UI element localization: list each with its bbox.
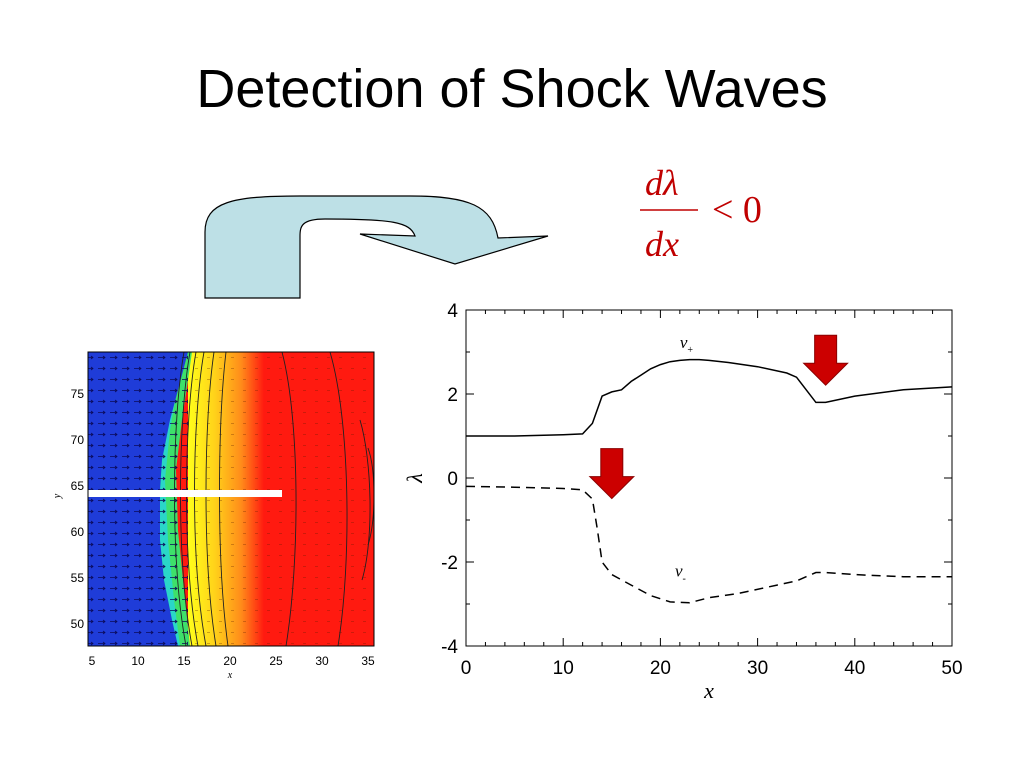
x-tick-label: 50 bbox=[941, 658, 962, 679]
slide-title: Detection of Shock Waves bbox=[196, 59, 828, 119]
chart-x-label: x bbox=[703, 678, 714, 703]
colormap-x-tick: 25 bbox=[269, 654, 283, 668]
velocity-vectors-red bbox=[188, 352, 374, 646]
formula-relation: < 0 bbox=[712, 189, 762, 231]
y-tick-label: 4 bbox=[447, 301, 458, 322]
colormap-y-tick: 60 bbox=[71, 525, 85, 539]
chart-annotations-group: v+ v- bbox=[675, 333, 693, 585]
chart-y-label: λ bbox=[402, 473, 427, 484]
shock-location-arrow-icon bbox=[802, 334, 849, 386]
y-tick-label: 0 bbox=[447, 469, 458, 490]
colormap-y-tick: 50 bbox=[71, 617, 85, 631]
shock-criterion-formula: dλ dx < 0 bbox=[640, 163, 762, 264]
y-tick-label: -2 bbox=[441, 553, 458, 574]
colormap-x-label: x bbox=[227, 670, 233, 681]
colormap-x-tick: 5 bbox=[89, 654, 96, 668]
series-label: v+ bbox=[680, 333, 694, 356]
colormap-x-tick: 10 bbox=[131, 654, 145, 668]
y-tick-label: -4 bbox=[441, 637, 458, 658]
shock-location-arrow-icon bbox=[588, 448, 636, 500]
colormap-x-tick: 35 bbox=[361, 654, 375, 668]
x-tick-label: 0 bbox=[461, 658, 472, 679]
colormap-x-tick: 20 bbox=[223, 654, 237, 668]
colormap-x-tick: 15 bbox=[177, 654, 191, 668]
colormap-y-tick: 70 bbox=[71, 433, 85, 447]
colormap-plot: 5 10 15 20 25 30 35 x 75 70 65 60 55 50 … bbox=[52, 351, 375, 681]
x-tick-label: 10 bbox=[553, 658, 574, 679]
series-label: v- bbox=[675, 562, 686, 585]
colormap-y-label: y bbox=[52, 493, 63, 499]
chart-series-group bbox=[465, 358, 953, 604]
x-tick-label: 30 bbox=[747, 658, 768, 679]
colormap-y-ticks: 75 70 65 60 55 50 bbox=[71, 387, 85, 631]
formula-denominator: dx bbox=[645, 224, 679, 264]
sample-line bbox=[88, 490, 282, 497]
colormap-x-ticks: 5 10 15 20 25 30 35 bbox=[89, 654, 375, 668]
colormap-y-tick: 75 bbox=[71, 387, 85, 401]
x-tick-label: 20 bbox=[650, 658, 671, 679]
velocity-vectors bbox=[88, 352, 188, 646]
colormap-y-tick: 55 bbox=[71, 571, 85, 585]
chart-markers-group bbox=[588, 334, 849, 500]
series-line-v-plus bbox=[466, 358, 953, 437]
y-tick-label: 2 bbox=[447, 385, 458, 406]
formula-numerator: dλ bbox=[645, 163, 679, 203]
curved-arrow-icon bbox=[204, 195, 549, 299]
colormap-y-tick: 65 bbox=[71, 479, 85, 493]
colormap-x-tick: 30 bbox=[315, 654, 329, 668]
x-tick-label: 40 bbox=[844, 658, 865, 679]
series-line-v-minus bbox=[465, 485, 952, 604]
